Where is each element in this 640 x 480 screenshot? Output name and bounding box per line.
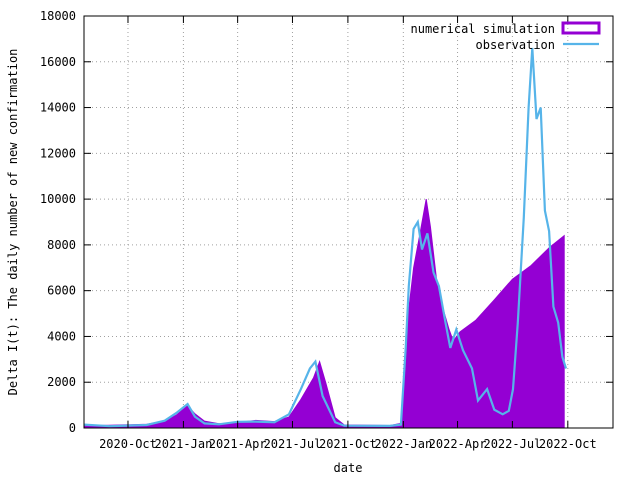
x-tick-label: 2021-Oct bbox=[319, 437, 377, 451]
x-tick-label: 2020-Oct bbox=[99, 437, 157, 451]
y-tick-label: 10000 bbox=[40, 192, 76, 206]
observation-line bbox=[83, 47, 568, 428]
y-tick-label: 8000 bbox=[47, 238, 76, 252]
axis-ticks: 0 2000 4000 6000 8000 10000 12000 14000 16000 180… bbox=[40, 9, 613, 451]
y-tick-label: 18000 bbox=[40, 9, 76, 23]
y-tick-label: 16000 bbox=[40, 55, 76, 69]
grid bbox=[84, 16, 613, 428]
x-axis-label: date bbox=[334, 461, 363, 475]
legend-label-observation: observation bbox=[476, 38, 555, 52]
y-tick-label: 4000 bbox=[47, 329, 76, 343]
y-tick-label: 6000 bbox=[47, 284, 76, 298]
x-tick-label: 2022-Jul bbox=[483, 437, 541, 451]
x-tick-label: 2022-Apr bbox=[429, 437, 487, 451]
x-tick-label: 2021-Jul bbox=[264, 437, 322, 451]
legend-swatch-simulation bbox=[561, 21, 601, 35]
y-tick-label: 0 bbox=[69, 421, 76, 435]
y-tick-label: 14000 bbox=[40, 101, 76, 115]
y-tick-label: 12000 bbox=[40, 146, 76, 160]
legend-label-simulation: numerical simulation bbox=[411, 22, 556, 36]
y-tick-label: 2000 bbox=[47, 375, 76, 389]
plot-frame bbox=[83, 15, 614, 429]
x-tick-label: 2022-Oct bbox=[539, 437, 597, 451]
legend: numerical simulation observation bbox=[411, 21, 601, 52]
x-tick-label: 2021-Jan bbox=[155, 437, 213, 451]
y-axis-label: Delta I(t): The daily number of new conf… bbox=[6, 49, 20, 396]
x-tick-label: 2021-Apr bbox=[209, 437, 267, 451]
x-tick-label: 2022-Jan bbox=[374, 437, 432, 451]
